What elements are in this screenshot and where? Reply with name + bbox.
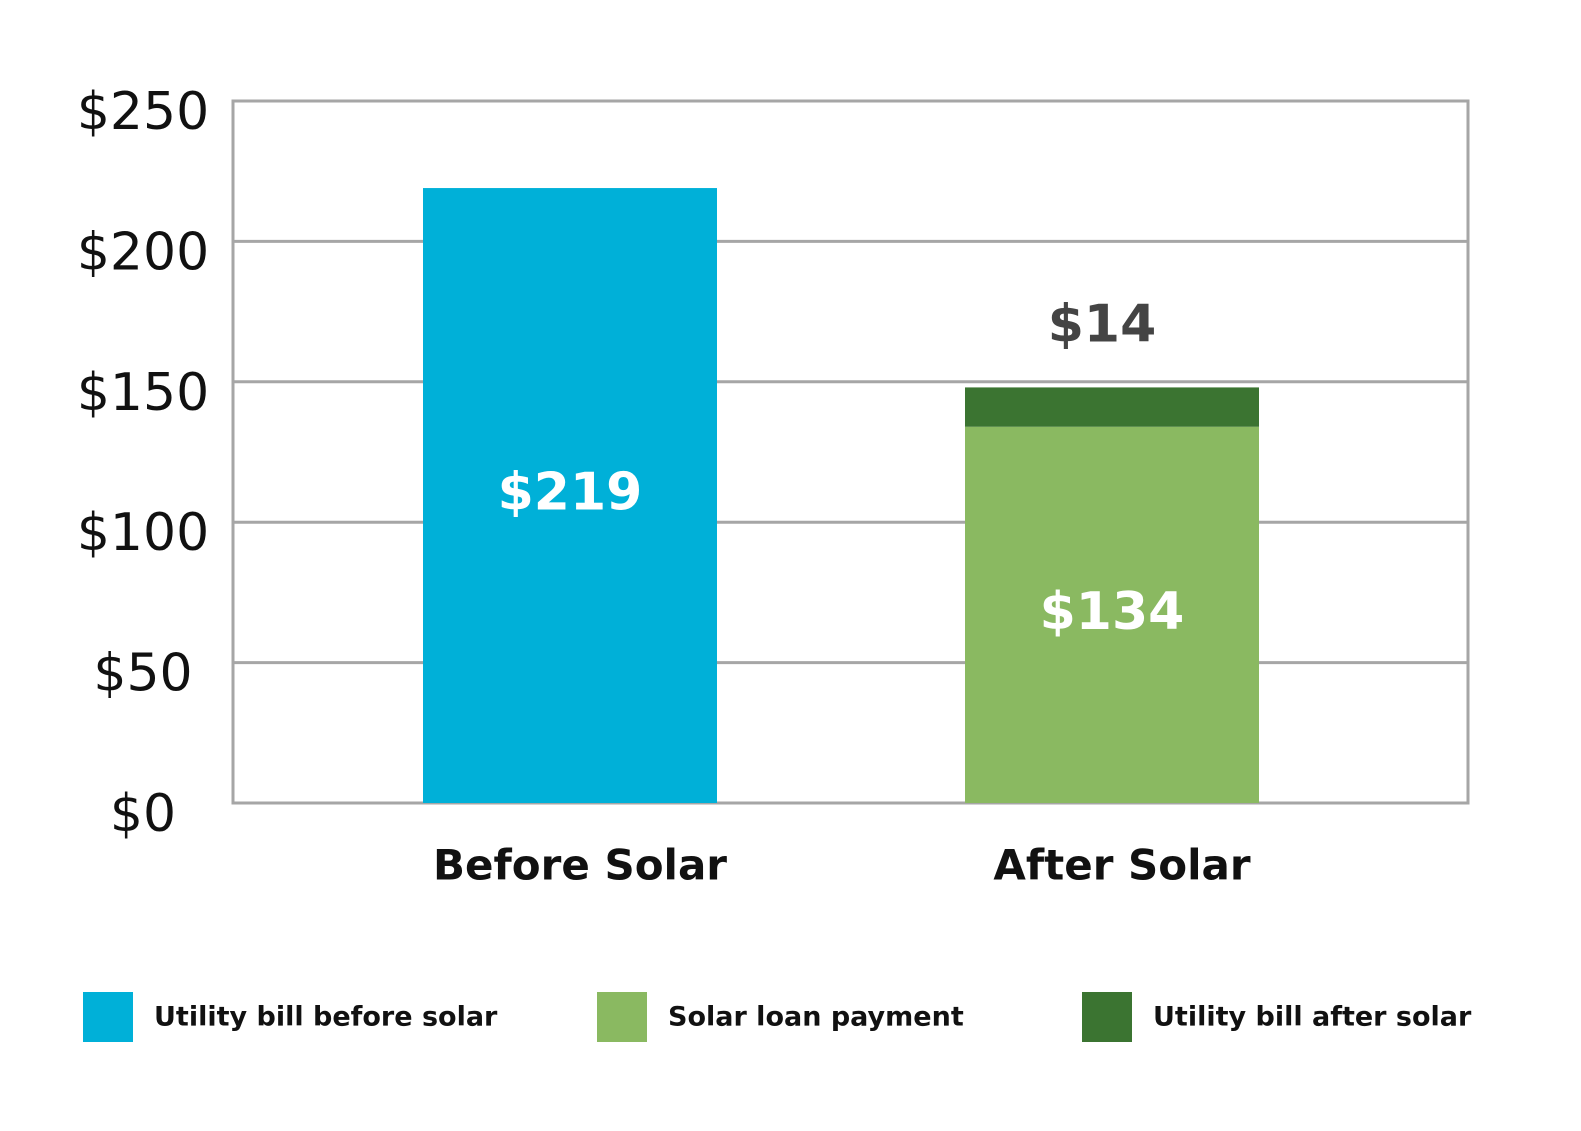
plot-frame xyxy=(231,99,1470,805)
bar-segment xyxy=(965,426,1259,803)
value-label: $134 xyxy=(1040,582,1185,642)
x-tick-label: After Solar xyxy=(993,841,1251,890)
y-tick-label: $250 xyxy=(77,82,209,142)
y-tick-label: $50 xyxy=(93,644,192,704)
y-tick-label: $100 xyxy=(77,503,209,563)
legend-swatch xyxy=(83,992,133,1042)
bar-segment xyxy=(423,188,717,804)
legend-label: Utility bill after solar xyxy=(1153,1002,1472,1033)
legend-label: Utility bill before solar xyxy=(154,1002,498,1033)
y-tick-label: $150 xyxy=(77,363,209,423)
y-tick-label: $200 xyxy=(77,222,209,282)
value-label: $14 xyxy=(1048,294,1157,354)
legend-label: Solar loan payment xyxy=(668,1002,964,1033)
bar-segment xyxy=(965,387,1259,427)
value-label: $219 xyxy=(498,463,643,523)
legend-swatch xyxy=(1082,992,1132,1042)
y-tick-label: $0 xyxy=(110,784,176,844)
legend-swatch xyxy=(597,992,647,1042)
x-tick-label: Before Solar xyxy=(433,841,727,890)
